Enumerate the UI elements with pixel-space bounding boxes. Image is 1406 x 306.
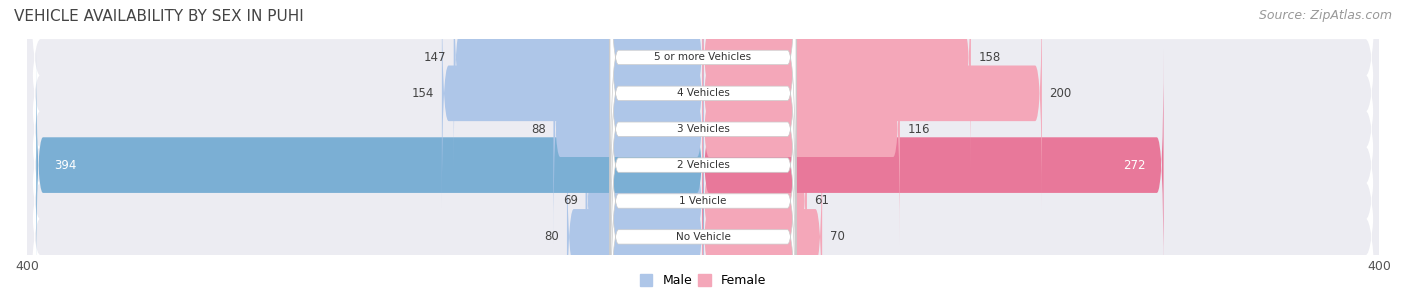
- Text: 272: 272: [1123, 159, 1146, 172]
- FancyBboxPatch shape: [27, 0, 1379, 306]
- FancyBboxPatch shape: [585, 85, 704, 306]
- FancyBboxPatch shape: [610, 0, 796, 301]
- Text: VEHICLE AVAILABILITY BY SEX IN PUHI: VEHICLE AVAILABILITY BY SEX IN PUHI: [14, 9, 304, 24]
- FancyBboxPatch shape: [27, 0, 1379, 306]
- FancyBboxPatch shape: [610, 0, 796, 306]
- Text: 69: 69: [562, 195, 578, 207]
- Text: 61: 61: [814, 195, 830, 207]
- Text: 70: 70: [830, 230, 845, 243]
- FancyBboxPatch shape: [702, 121, 823, 306]
- FancyBboxPatch shape: [610, 29, 796, 306]
- Text: 200: 200: [1049, 87, 1071, 100]
- Text: 88: 88: [531, 123, 546, 136]
- FancyBboxPatch shape: [37, 49, 704, 281]
- FancyBboxPatch shape: [610, 0, 796, 266]
- Text: 158: 158: [979, 51, 1001, 64]
- FancyBboxPatch shape: [702, 13, 900, 245]
- Text: 4 Vehicles: 4 Vehicles: [676, 88, 730, 98]
- Text: 147: 147: [423, 51, 446, 64]
- Text: 2 Vehicles: 2 Vehicles: [676, 160, 730, 170]
- FancyBboxPatch shape: [27, 0, 1379, 306]
- FancyBboxPatch shape: [702, 0, 1042, 209]
- FancyBboxPatch shape: [702, 49, 1164, 281]
- FancyBboxPatch shape: [610, 65, 796, 306]
- Text: 116: 116: [907, 123, 929, 136]
- FancyBboxPatch shape: [27, 0, 1379, 306]
- FancyBboxPatch shape: [441, 0, 704, 209]
- Legend: Male, Female: Male, Female: [640, 274, 766, 287]
- Text: 1 Vehicle: 1 Vehicle: [679, 196, 727, 206]
- Text: 5 or more Vehicles: 5 or more Vehicles: [654, 52, 752, 62]
- FancyBboxPatch shape: [567, 121, 704, 306]
- Text: 154: 154: [412, 87, 434, 100]
- Text: Source: ZipAtlas.com: Source: ZipAtlas.com: [1258, 9, 1392, 22]
- FancyBboxPatch shape: [702, 0, 972, 173]
- Text: 394: 394: [53, 159, 76, 172]
- Text: 80: 80: [544, 230, 560, 243]
- FancyBboxPatch shape: [27, 0, 1379, 306]
- Text: 3 Vehicles: 3 Vehicles: [676, 124, 730, 134]
- FancyBboxPatch shape: [554, 13, 704, 245]
- FancyBboxPatch shape: [610, 0, 796, 230]
- FancyBboxPatch shape: [702, 85, 807, 306]
- FancyBboxPatch shape: [454, 0, 704, 173]
- FancyBboxPatch shape: [27, 0, 1379, 306]
- Text: No Vehicle: No Vehicle: [675, 232, 731, 242]
